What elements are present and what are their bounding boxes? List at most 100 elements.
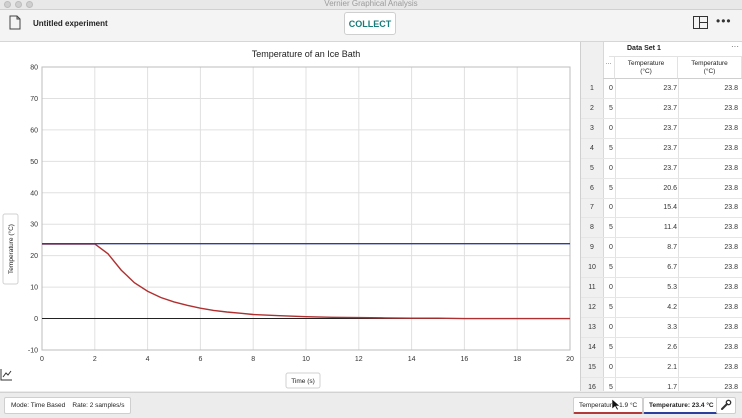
- temperature-cell-2[interactable]: 23.8: [724, 104, 738, 112]
- row-number[interactable]: 4: [590, 144, 594, 152]
- time-column-header[interactable]: ···: [603, 57, 615, 79]
- temperature-cell-2[interactable]: 23.8: [724, 383, 738, 391]
- temperature-column-header-2[interactable]: Temperature (°C): [678, 57, 742, 79]
- temperature-cell-2[interactable]: 23.8: [724, 323, 738, 331]
- close-window-button[interactable]: [4, 1, 11, 8]
- temperature-cell-1[interactable]: 8.7: [667, 244, 677, 252]
- temperature-cell-2[interactable]: 23.8: [724, 343, 738, 351]
- minimize-window-button[interactable]: [15, 1, 22, 8]
- temperature-cell-1[interactable]: 20.6: [663, 184, 677, 192]
- table-row[interactable]: 12 5 4.2 23.8: [581, 298, 742, 318]
- time-cell[interactable]: 0: [609, 323, 613, 331]
- time-cell[interactable]: 0: [609, 284, 613, 291]
- table-row[interactable]: 15 0 2.1 23.8: [581, 358, 742, 378]
- temperature-chart[interactable]: Temperature of an Ice Bath 0 2 4 6 8 10 12 14 16 1…: [0, 42, 580, 391]
- row-number[interactable]: 16: [588, 383, 596, 391]
- temperature-cell-2[interactable]: 23.8: [724, 284, 738, 291]
- table-row[interactable]: 8 5 11.4 23.8: [581, 218, 742, 239]
- row-number[interactable]: 1: [590, 85, 594, 92]
- time-cell[interactable]: 5: [609, 343, 613, 351]
- dataset-title[interactable]: Data Set 1: [627, 45, 661, 52]
- temperature-cell-1[interactable]: 3.3: [667, 323, 677, 331]
- temperature-cell-2[interactable]: 23.8: [724, 184, 738, 192]
- y-axis-label-button[interactable]: [2, 213, 19, 285]
- row-number[interactable]: 10: [588, 264, 596, 272]
- time-cell[interactable]: 0: [609, 204, 613, 212]
- temperature-cell-1[interactable]: 2.1: [667, 363, 677, 371]
- time-cell[interactable]: 5: [609, 144, 613, 152]
- zoom-window-button[interactable]: [26, 1, 33, 8]
- collect-button[interactable]: COLLECT: [344, 12, 396, 35]
- time-cell[interactable]: 5: [609, 224, 613, 232]
- time-cell[interactable]: 5: [609, 264, 613, 272]
- temperature-cell-1[interactable]: 23.7: [663, 164, 677, 172]
- table-row[interactable]: 13 0 3.3 23.8: [581, 318, 742, 338]
- column-menu-icon[interactable]: ···: [605, 61, 612, 67]
- time-cell[interactable]: 5: [609, 184, 613, 192]
- series-line-1[interactable]: [42, 243, 570, 320]
- collection-mode-button[interactable]: Mode: Time Based Rate: 2 samples/s: [4, 397, 132, 414]
- time-cell[interactable]: 0: [609, 363, 613, 371]
- row-number[interactable]: 9: [590, 244, 594, 252]
- x-axis-label-button[interactable]: [285, 372, 321, 389]
- row-number[interactable]: 2: [590, 104, 594, 112]
- time-cell[interactable]: 0: [609, 85, 613, 92]
- row-number[interactable]: 7: [590, 204, 594, 212]
- more-options-icon[interactable]: •••: [716, 14, 732, 28]
- table-row[interactable]: 5 0 23.7 23.8: [581, 159, 742, 179]
- table-row[interactable]: 6 5 20.6 23.8: [581, 179, 742, 199]
- temperature-cell-1[interactable]: 5.3: [667, 284, 677, 291]
- document-icon[interactable]: [9, 15, 21, 30]
- row-number[interactable]: 15: [588, 363, 596, 371]
- experiment-name[interactable]: Untitled experiment: [33, 19, 108, 28]
- temperature-cell-1[interactable]: 23.7: [663, 124, 677, 132]
- table-row[interactable]: 7 0 15.4 23.8: [581, 198, 742, 219]
- page-layout-icon[interactable]: [693, 16, 708, 29]
- table-row[interactable]: 4 5 23.7 23.8: [581, 139, 742, 159]
- temperature-cell-2[interactable]: 23.8: [724, 303, 738, 311]
- temperature-cell-2[interactable]: 23.8: [724, 264, 738, 272]
- temperature-cell-1[interactable]: 23.7: [663, 104, 677, 112]
- row-number[interactable]: 5: [590, 164, 594, 172]
- row-number[interactable]: 8: [590, 224, 594, 232]
- table-row[interactable]: 10 5 6.7 23.8: [581, 258, 742, 279]
- temperature-cell-2[interactable]: 23.8: [724, 85, 738, 92]
- table-row[interactable]: 2 5 23.7 23.8: [581, 99, 742, 119]
- row-number[interactable]: 6: [590, 184, 594, 192]
- time-cell[interactable]: 0: [609, 124, 613, 132]
- table-row[interactable]: 3 0 23.7 23.8: [581, 119, 742, 139]
- temperature-cell-1[interactable]: 15.4: [663, 204, 677, 212]
- table-row[interactable]: 1 0 23.7 23.8: [581, 79, 742, 99]
- sensor-settings-button[interactable]: [716, 397, 736, 414]
- table-row[interactable]: 14 5 2.6 23.8: [581, 338, 742, 358]
- temperature-cell-1[interactable]: 4.2: [667, 303, 677, 311]
- dataset-menu-icon[interactable]: ···: [731, 42, 739, 51]
- row-number[interactable]: 13: [588, 323, 596, 331]
- row-number[interactable]: 3: [590, 124, 594, 132]
- row-number[interactable]: 14: [588, 343, 596, 351]
- temperature-cell-1[interactable]: 23.7: [663, 144, 677, 152]
- temperature-cell-1[interactable]: 6.7: [667, 264, 677, 272]
- table-row[interactable]: 11 0 5.3 23.8: [581, 278, 742, 298]
- temperature-cell-2[interactable]: 23.8: [724, 144, 738, 152]
- temperature-cell-2[interactable]: 23.8: [724, 164, 738, 172]
- temperature-cell-1[interactable]: 2.6: [667, 343, 677, 351]
- temperature-meter-2[interactable]: Temperature: 23.4 °C: [643, 397, 720, 414]
- time-cell[interactable]: 5: [609, 104, 613, 112]
- temperature-cell-2[interactable]: 23.8: [724, 124, 738, 132]
- time-cell[interactable]: 5: [609, 383, 613, 391]
- graph-tools-icon[interactable]: [0, 368, 13, 381]
- row-number[interactable]: 12: [588, 303, 596, 311]
- temperature-meter-1[interactable]: Temperature: 1.9 °C: [573, 397, 644, 414]
- temperature-cell-2[interactable]: 23.8: [724, 204, 738, 212]
- table-row[interactable]: 9 0 8.7 23.8: [581, 238, 742, 259]
- temperature-column-header-1[interactable]: Temperature (°C): [615, 57, 678, 79]
- temperature-cell-2[interactable]: 23.8: [724, 363, 738, 371]
- temperature-cell-2[interactable]: 23.8: [724, 244, 738, 252]
- time-cell[interactable]: 5: [609, 303, 613, 311]
- temperature-cell-1[interactable]: 1.7: [667, 383, 677, 391]
- table-row[interactable]: 16 5 1.7 23.8: [581, 378, 742, 392]
- temperature-cell-1[interactable]: 23.7: [663, 85, 677, 92]
- temperature-cell-1[interactable]: 11.4: [663, 224, 677, 232]
- temperature-cell-2[interactable]: 23.8: [724, 224, 738, 232]
